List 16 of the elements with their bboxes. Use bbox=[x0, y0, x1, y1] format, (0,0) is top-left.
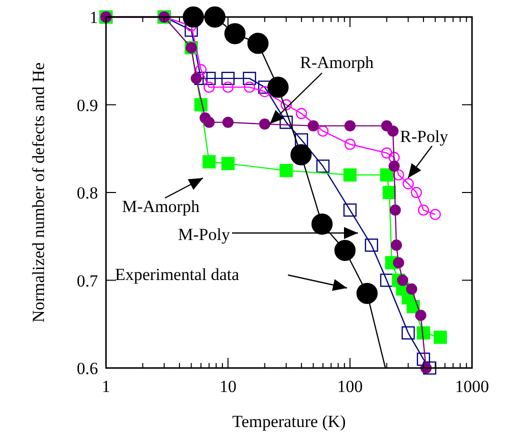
annotation: M-Amorph bbox=[122, 197, 200, 216]
annotation: R-Amorph bbox=[300, 53, 374, 72]
y-axis-title: Normalized number of defects and He bbox=[29, 62, 48, 323]
y-tick-label: 0.8 bbox=[76, 184, 98, 202]
y-tick-label: 0.6 bbox=[76, 359, 98, 378]
y-tick-label: 0.7 bbox=[76, 271, 98, 290]
x-tick-label: 100 bbox=[337, 377, 363, 396]
x-axis-title: Temperature (K) bbox=[232, 412, 346, 431]
y-tick-label: 0.9 bbox=[76, 96, 98, 115]
annotation: M-Poly bbox=[178, 225, 230, 244]
x-tick-label: 1000 bbox=[455, 377, 489, 396]
x-tick-label: 10 bbox=[220, 377, 236, 396]
x-tick-label: 1 bbox=[102, 377, 110, 396]
annotation: R-Poly bbox=[400, 127, 449, 146]
annotation: Experimental data bbox=[115, 265, 240, 284]
y-tick-label: 1 bbox=[90, 8, 98, 27]
